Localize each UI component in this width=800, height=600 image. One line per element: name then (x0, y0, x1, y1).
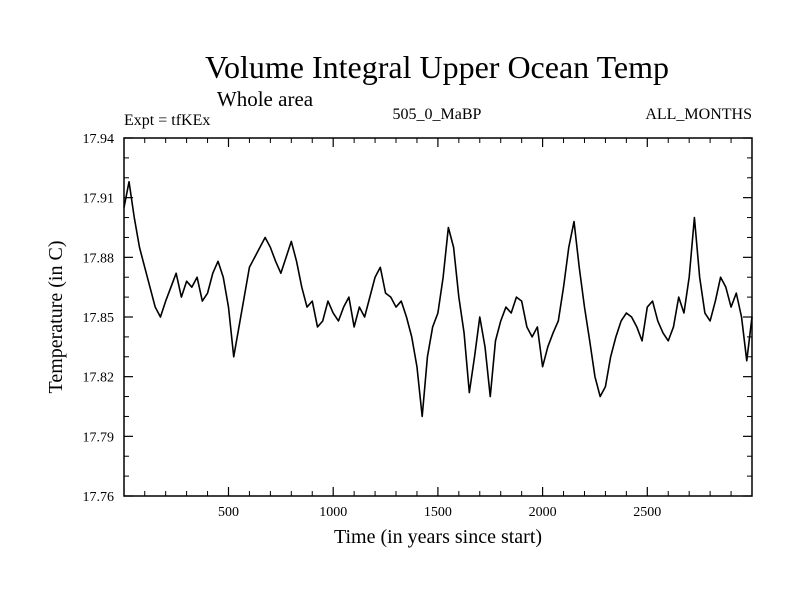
x-axis-label: Time (in years since start) (334, 526, 542, 548)
temperature-series-line (123, 180, 753, 418)
plot-frame (123, 137, 753, 497)
x-tick-label: 2000 (529, 505, 557, 520)
chart-subtitle: Whole area (217, 87, 314, 111)
y-tick-label: 17.94 (83, 132, 115, 147)
x-tick-label: 1500 (424, 505, 452, 520)
months-label: ALL_MONTHS (645, 106, 752, 123)
y-tick-label: 17.88 (83, 251, 115, 266)
x-tick-label: 1000 (319, 505, 347, 520)
x-tick-label: 2500 (633, 505, 661, 520)
y-tick-label: 17.76 (83, 490, 115, 505)
run-label: 505_0_MaBP (393, 106, 482, 123)
chart-title: Volume Integral Upper Ocean Temp (205, 49, 669, 85)
y-tick-label: 17.85 (83, 311, 115, 326)
y-tick-label: 17.82 (83, 371, 115, 386)
expt-label: Expt = tfKEx (124, 112, 210, 129)
y-tick-label: 17.91 (83, 192, 115, 207)
y-axis-label: Temperature (in C) (45, 241, 67, 394)
y-axis: 17.76 17.79 17.82 17.85 17.88 17.91 17.94 (83, 132, 752, 505)
y-tick-label: 17.79 (83, 430, 115, 445)
x-tick-label: 500 (218, 505, 239, 520)
x-axis: 500 1000 1500 2000 2500 (144, 138, 732, 520)
